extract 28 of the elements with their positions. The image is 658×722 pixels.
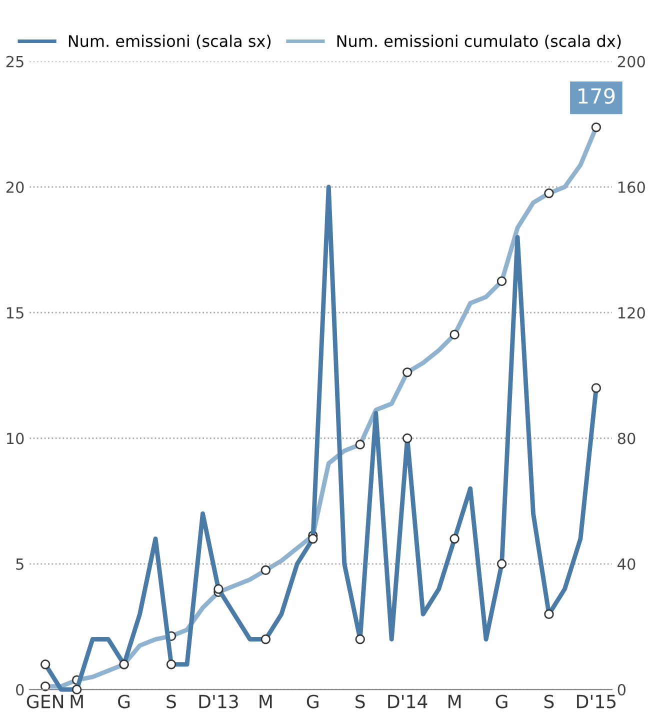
x-tick-label: S (356, 694, 365, 708)
y-tick-label: 5 (16, 558, 24, 570)
y-tick-label: 0 (16, 684, 24, 696)
y-tick-label: 20 (6, 181, 24, 194)
x-tick-label: D'15 (577, 694, 616, 708)
x-tick-label: M (70, 694, 83, 708)
x-tick-label: D'13 (199, 694, 238, 708)
y2-tick-label: 160 (618, 181, 645, 194)
legend-label: Num. emissioni cumulato (scala dx) (337, 34, 621, 49)
legend-label: Num. emissioni (scala sx) (68, 34, 271, 49)
y2-tick-label: 80 (618, 432, 636, 444)
x-tick-label: G (496, 694, 508, 708)
y-tick-label: 25 (6, 56, 24, 68)
x-tick-label: D'14 (388, 694, 428, 708)
y2-tick-label: 40 (618, 558, 636, 570)
y2-tick-label: 0 (618, 684, 626, 696)
x-tick-label: G (306, 694, 318, 708)
annotation: 179 (578, 88, 615, 104)
x-tick-label: M (260, 694, 272, 708)
y2-tick-label: 120 (618, 307, 645, 319)
y2-tick-label: 200 (618, 56, 645, 68)
x-tick-label: S (166, 694, 176, 708)
x-tick-label: GEN (26, 694, 64, 708)
x-tick-label: G (118, 694, 130, 708)
x-tick-label: M (448, 694, 461, 708)
y-tick-label: 15 (6, 307, 24, 319)
x-tick-label: S (544, 694, 554, 708)
y-tick-label: 10 (6, 432, 24, 444)
